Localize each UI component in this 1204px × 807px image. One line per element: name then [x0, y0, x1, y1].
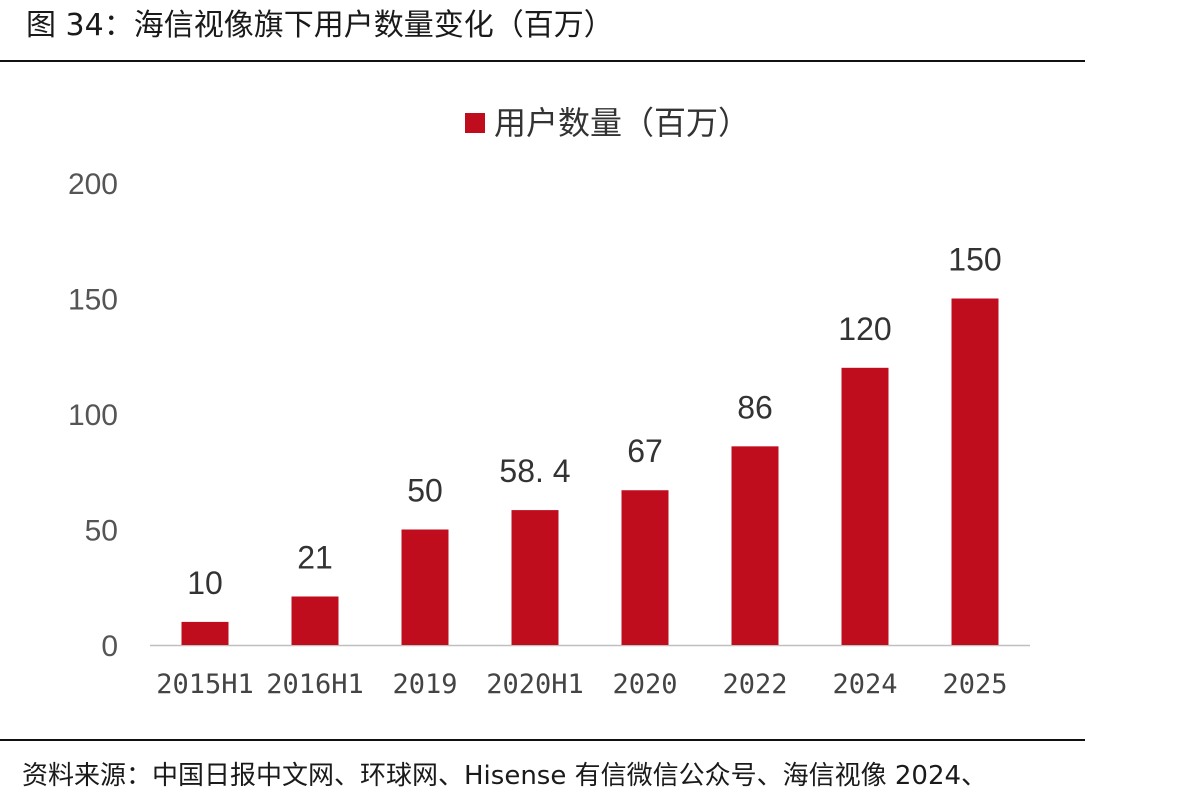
bottom-rule: [0, 739, 1085, 741]
data-label: 67: [627, 433, 663, 469]
chart-legend: 用户数量（百万）: [465, 104, 750, 142]
bar: [181, 621, 229, 645]
legend-swatch: [465, 113, 485, 133]
data-label: 50: [407, 473, 443, 509]
data-label: 10: [187, 565, 223, 601]
top-rule: [0, 60, 1085, 62]
data-labels: 10 21 50 58. 4 67 86 120 150: [187, 242, 1001, 601]
source-note: 资料来源：中国日报中文网、环球网、Hisense 有信微信公众号、海信视像 20…: [22, 761, 988, 791]
bar: [621, 490, 669, 645]
y-tick-label: 100: [68, 399, 118, 432]
x-axis: 2015H1 2016H1 2019 2020H1 2020 2022 2024 2025: [150, 644, 1030, 700]
legend-label: 用户数量（百万）: [494, 104, 750, 142]
data-label: 120: [838, 311, 891, 347]
y-tick-label: 200: [68, 168, 118, 201]
x-tick-label: 2016H1: [266, 669, 364, 700]
x-tick-label: 2020: [612, 669, 677, 700]
bar: [291, 596, 339, 645]
x-tick-label: 2025: [942, 669, 1007, 700]
bar: [951, 298, 999, 645]
y-tick-label: 0: [101, 630, 118, 663]
data-label: 21: [297, 539, 333, 575]
x-tick-label: 2022: [722, 669, 787, 700]
y-tick-label: 50: [85, 515, 118, 548]
x-tick-label: 2024: [832, 669, 897, 700]
bar: [841, 367, 889, 645]
data-label: 58. 4: [499, 453, 570, 489]
figure-title: 图 34：海信视像旗下用户数量变化（百万）: [26, 8, 614, 43]
x-tick-label: 2020H1: [486, 669, 584, 700]
x-tick-label: 2019: [392, 669, 457, 700]
bar: [401, 529, 449, 645]
data-label: 86: [737, 389, 773, 425]
bar-series: [181, 298, 999, 645]
data-label: 150: [948, 242, 1001, 278]
y-axis: 0 50 100 150 200: [68, 168, 118, 663]
x-tick-label: 2015H1: [156, 669, 254, 700]
y-tick-label: 150: [68, 284, 118, 317]
bar: [511, 510, 559, 645]
bar: [731, 446, 779, 645]
